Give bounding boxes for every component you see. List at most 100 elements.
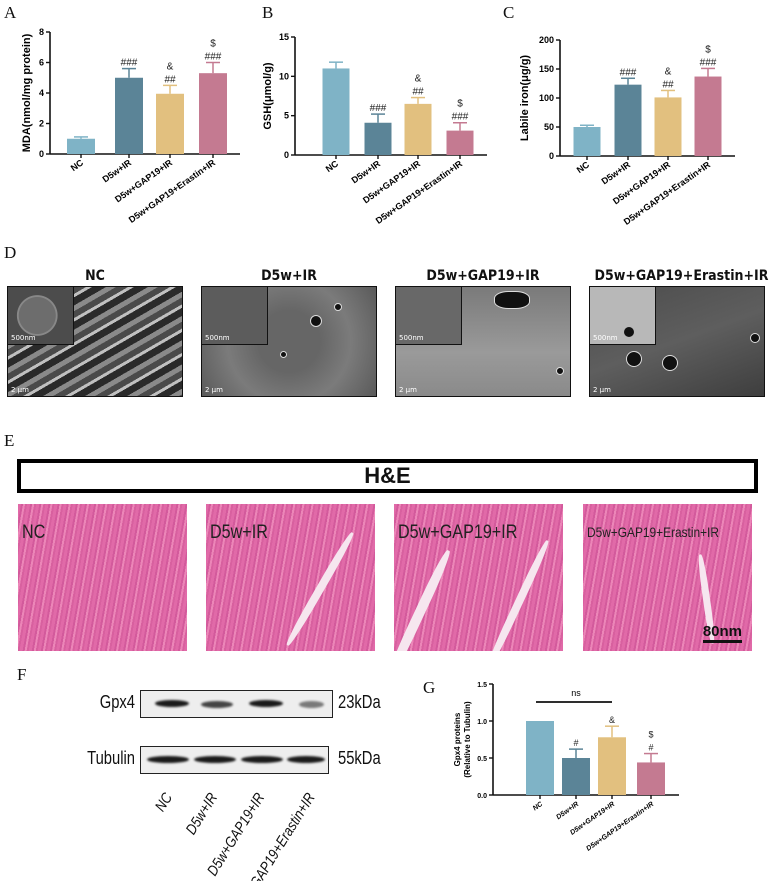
blot-label-gpx4: Gpx4 [99,692,135,712]
significance-mark: ### [121,58,138,69]
band [155,700,189,707]
y-tick-label: 15 [279,32,289,42]
bar-0 [322,68,350,155]
x-tick-label: D5w+IR [101,157,134,184]
bracket-label: ns [571,688,581,698]
band [241,756,283,763]
significance-mark: & [609,715,615,725]
band [147,756,189,763]
bar-3 [446,130,474,155]
tem-inset [8,287,74,345]
significance-mark: # [573,738,578,748]
bar-2 [598,737,626,795]
inset-scale: 500nm [593,334,618,342]
tem-inset [202,287,268,345]
bar-0 [573,127,601,156]
he-label: D5w+GAP19+Erastin+IR [587,524,719,540]
y-tick-label: 0 [284,150,289,160]
bar-2 [654,97,682,156]
inset-scale: 500nm [11,334,36,342]
y-axis-label: MDA(nmol/mg protein) [21,33,33,152]
significance-mark: ### [370,103,387,114]
y-tick-label: 6 [39,58,44,68]
bar-1 [364,122,392,155]
panel-letter-c: C [503,3,515,22]
significance-mark: $ [705,44,711,55]
significance-mark: & [415,74,422,85]
significance-mark: # [648,743,653,753]
scale-bar: 2 μm [205,386,223,394]
tem-image-nc: 500nm 2 μm [7,286,183,397]
band [249,700,283,707]
y-tick-label: 10 [279,71,289,81]
y-tick-label: 150 [539,64,554,74]
blot-gpx4 [140,690,333,718]
panel-letter-b: B [262,3,274,22]
significance-mark: $ [210,39,216,50]
blot-size-gpx4: 23kDa [338,692,381,712]
scale-bar: 2 μm [399,386,417,394]
significance-mark: ### [700,57,717,68]
band [299,701,324,708]
band [201,701,233,708]
y-tick-label: 100 [539,93,554,103]
panel-letter-e: E [4,431,15,450]
significance-mark: ## [412,87,424,98]
y-tick-label: 0 [39,149,44,159]
x-tick-label: D5w+IR [600,159,633,186]
y-tick-label: 0.0 [477,793,487,800]
he-scale-bar: 80nm [702,624,742,643]
y-tick-label: 2 [39,119,44,129]
y-tick-label: 0 [549,151,554,161]
bar-3 [199,73,227,154]
significance-mark: ### [452,112,469,123]
tem-title-nc: NC [85,268,105,284]
he-header: H&E [17,459,758,493]
blot-size-tubulin: 55kDa [338,748,381,768]
significance-mark: $ [648,730,653,740]
y-tick-label: 0.5 [477,756,487,763]
inset-scale: 500nm [205,334,230,342]
y-tick-label: 1.0 [477,719,487,726]
y-tick-label: 8 [39,27,44,37]
tem-image-d5w-ir: 500nm 2 μm [201,286,377,397]
he-image-erastin: D5w+GAP19+Erastin+IR 80nm [583,504,752,651]
tem-image-erastin: 500nm 2 μm [589,286,765,397]
y-tick-label: 50 [544,122,554,132]
he-label: D5w+IR [210,522,268,543]
x-tick-label: NC [324,158,341,174]
tem-inset [396,287,462,345]
bar-3 [637,762,665,795]
x-tick-label: NC [532,800,545,812]
y-tick-label: 5 [284,111,289,121]
panel-letter-a: A [4,3,17,22]
bar-0 [67,138,95,154]
panel-letter-f: F [17,665,27,684]
x-tick-label: D5w+IR [350,158,383,185]
bar-2 [404,103,432,155]
panel-letter-d: D [4,243,17,262]
tem-image-gap19: 500nm 2 μm [395,286,571,397]
he-image-d5w-ir: D5w+IR [206,504,375,651]
he-label: NC [22,522,46,543]
tem-title-d5w-ir: D5w+IR [261,268,317,284]
scale-bar: 2 μm [11,386,29,394]
significance-mark: ## [164,74,176,85]
band [194,756,236,763]
tem-title-erastin: D5w+GAP19+Erastin+IR [594,268,769,284]
bar-1 [562,758,590,795]
significance-mark: ## [662,79,674,90]
x-tick-label: NC [69,157,86,173]
tem-inset [590,287,656,345]
bar-1 [614,84,642,156]
y-axis-label: Labile iron(μg/g) [519,55,531,142]
tem-title-gap19: D5w+GAP19+IR [426,268,540,284]
y-axis-label: GSH(μmol/g) [262,62,274,130]
y-tick-label: 200 [539,35,554,45]
he-image-nc: NC [18,504,187,651]
significance-mark: & [665,66,672,77]
bar-2 [156,93,184,154]
bar-0 [526,721,554,795]
he-image-gap19: D5w+GAP19+IR [394,504,563,651]
